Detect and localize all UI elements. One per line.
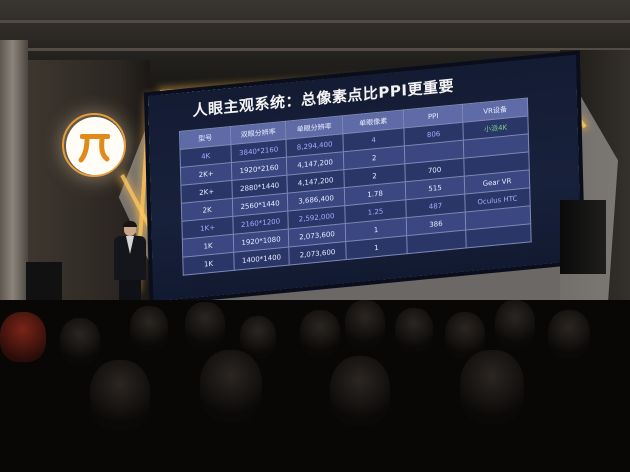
- audience-head: [90, 360, 150, 430]
- audience-head: [60, 318, 100, 364]
- presenter-shirt: [126, 236, 134, 254]
- pi-icon: [78, 134, 110, 163]
- audience-head: [0, 312, 46, 362]
- audience-head: [495, 300, 535, 348]
- ceiling-beam: [0, 20, 630, 23]
- table-cell: 1K: [182, 252, 235, 276]
- ceiling-beam: [0, 48, 630, 51]
- logo-ring: [62, 113, 126, 177]
- audience-head: [460, 350, 524, 424]
- audience-head: [330, 356, 390, 426]
- table-cell: 1400*1400: [233, 247, 290, 271]
- stage-equipment: [560, 200, 606, 274]
- audience-head: [395, 308, 433, 352]
- pi-logo: [66, 117, 124, 175]
- audience-head: [445, 312, 485, 358]
- audience-head: [200, 350, 262, 422]
- audience-head: [300, 310, 340, 356]
- presenter-hair: [123, 221, 137, 227]
- audience-head: [240, 316, 276, 358]
- projection-screen: 人眼主观系统：总像素点比PPI更重要 型号 双眼分辨率 单眼分辨率 单眼像素 P…: [148, 54, 582, 302]
- audience-head: [185, 302, 225, 348]
- presenter: [112, 221, 148, 314]
- resolution-table: 型号 双眼分辨率 单眼分辨率 单眼像素 PPI VR设备 4K 3840*216…: [179, 98, 532, 276]
- audience-head: [548, 310, 590, 358]
- audience-head: [130, 306, 168, 350]
- audience-head: [345, 300, 385, 348]
